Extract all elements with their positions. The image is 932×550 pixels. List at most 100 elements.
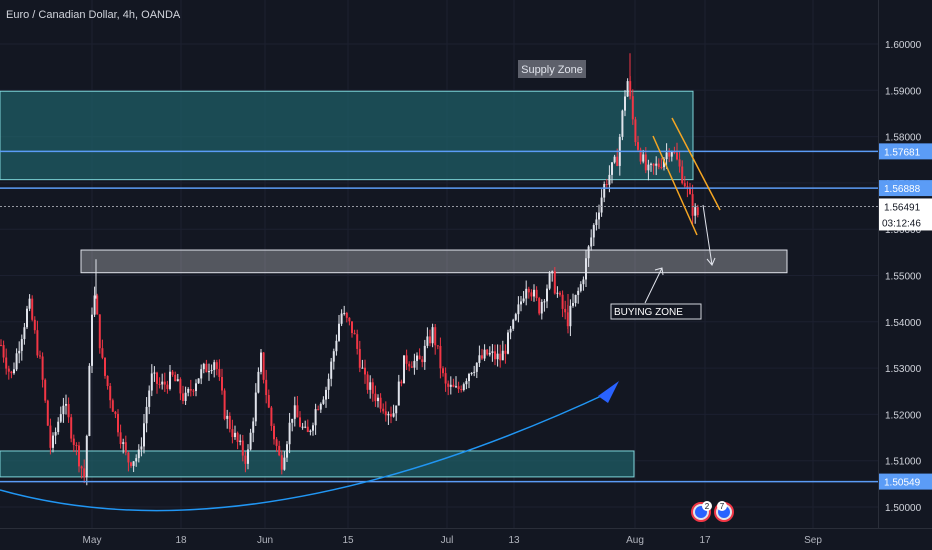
candle-body: [228, 415, 231, 430]
candle-body: [579, 284, 582, 291]
candle-body: [176, 379, 179, 382]
candle-body: [312, 425, 314, 431]
candle-body: [631, 96, 634, 120]
candle-body: [538, 298, 541, 314]
candle-body: [280, 455, 283, 470]
candle-body: [613, 156, 616, 163]
candle-body: [49, 425, 52, 448]
candle-body: [642, 154, 645, 162]
candle-body: [621, 110, 624, 137]
candle-body: [657, 163, 660, 167]
price-tick-label: 1.55000: [885, 272, 922, 283]
candle-body: [59, 414, 62, 422]
candle-body: [179, 379, 182, 394]
candle-body: [52, 435, 54, 448]
economic-events[interactable]: 2 7: [691, 501, 734, 522]
candle-body: [374, 393, 377, 402]
candle-body: [239, 440, 242, 442]
candle-body: [514, 314, 517, 320]
candle-body: [364, 367, 366, 375]
candle-body: [41, 356, 44, 380]
candle-body: [410, 366, 413, 368]
price-tick-label: 1.58000: [885, 133, 922, 144]
candle-body: [577, 290, 580, 295]
candle-body: [163, 381, 166, 385]
zones-layer: [0, 90, 788, 478]
candle-body: [288, 422, 291, 445]
candle-body: [335, 340, 338, 352]
candle-body: [322, 399, 325, 404]
candle-body: [507, 332, 509, 354]
candle-body: [603, 184, 606, 198]
candle-body: [91, 314, 93, 366]
candle-body: [215, 362, 218, 369]
buying-zone-label-bg: [610, 303, 702, 320]
candle-body: [304, 426, 307, 428]
candle-body: [369, 382, 372, 390]
candle-body: [444, 373, 447, 384]
candle-body: [426, 336, 429, 346]
candle-body: [213, 362, 216, 370]
candle-body: [587, 246, 590, 259]
time-tick-label: Aug: [626, 535, 644, 546]
candle-body: [504, 350, 507, 354]
candle-body: [520, 301, 522, 305]
candle-body: [686, 186, 689, 188]
candle-body: [234, 432, 236, 438]
candle-body: [104, 357, 106, 376]
candle-body: [195, 383, 197, 392]
candle-body: [327, 378, 330, 390]
candle-body: [345, 312, 348, 318]
candle-body: [93, 295, 96, 315]
time-axis[interactable]: May 18 Jun 15 Jul 13 Aug 17 Sep: [83, 535, 823, 546]
candle-body: [673, 152, 676, 154]
candle-body: [647, 164, 650, 171]
price-level-badge: [879, 473, 932, 490]
candle-body: [660, 166, 663, 168]
candle-body: [343, 312, 346, 314]
candle-body: [171, 371, 174, 375]
price-tick-label: 1.51000: [885, 457, 922, 468]
candle-body: [5, 357, 8, 369]
candle-body: [488, 352, 491, 355]
candle-body: [140, 446, 143, 450]
candle-body: [273, 425, 275, 440]
candle-body: [278, 445, 281, 456]
candle-body: [397, 381, 400, 406]
candle-body: [143, 423, 145, 447]
candle-body: [299, 417, 301, 427]
candle-body: [496, 353, 499, 360]
candle-body: [340, 313, 343, 324]
candle-body: [423, 345, 426, 363]
candle-body: [275, 439, 278, 446]
candle-body: [689, 187, 691, 195]
candle-body: [44, 379, 47, 401]
candle-body: [20, 339, 23, 351]
candle-body: [218, 368, 221, 378]
candle-body: [481, 355, 483, 359]
candle-body: [0, 344, 2, 346]
candle-body: [145, 406, 148, 424]
candle-body: [468, 374, 470, 382]
supply-zone-label: Supply Zone: [521, 64, 583, 76]
candle-body: [197, 378, 200, 384]
candle-body: [525, 288, 528, 299]
candle-body: [351, 321, 353, 334]
candle-body: [569, 305, 572, 327]
candle-body: [533, 289, 535, 297]
candle-body: [62, 405, 65, 415]
candle-body: [494, 351, 496, 360]
candle-body: [436, 345, 439, 347]
candle-body: [39, 355, 41, 357]
candle-body: [67, 404, 70, 418]
candle-body: [80, 466, 83, 469]
candle-body: [639, 149, 642, 162]
candle-body: [590, 237, 593, 247]
price-tick-label: 1.53000: [885, 364, 922, 375]
candle-body: [283, 457, 286, 470]
candle-body: [106, 375, 109, 387]
candle-body: [244, 455, 247, 464]
time-tick-label: Jun: [257, 535, 273, 546]
candle-body: [592, 225, 595, 238]
